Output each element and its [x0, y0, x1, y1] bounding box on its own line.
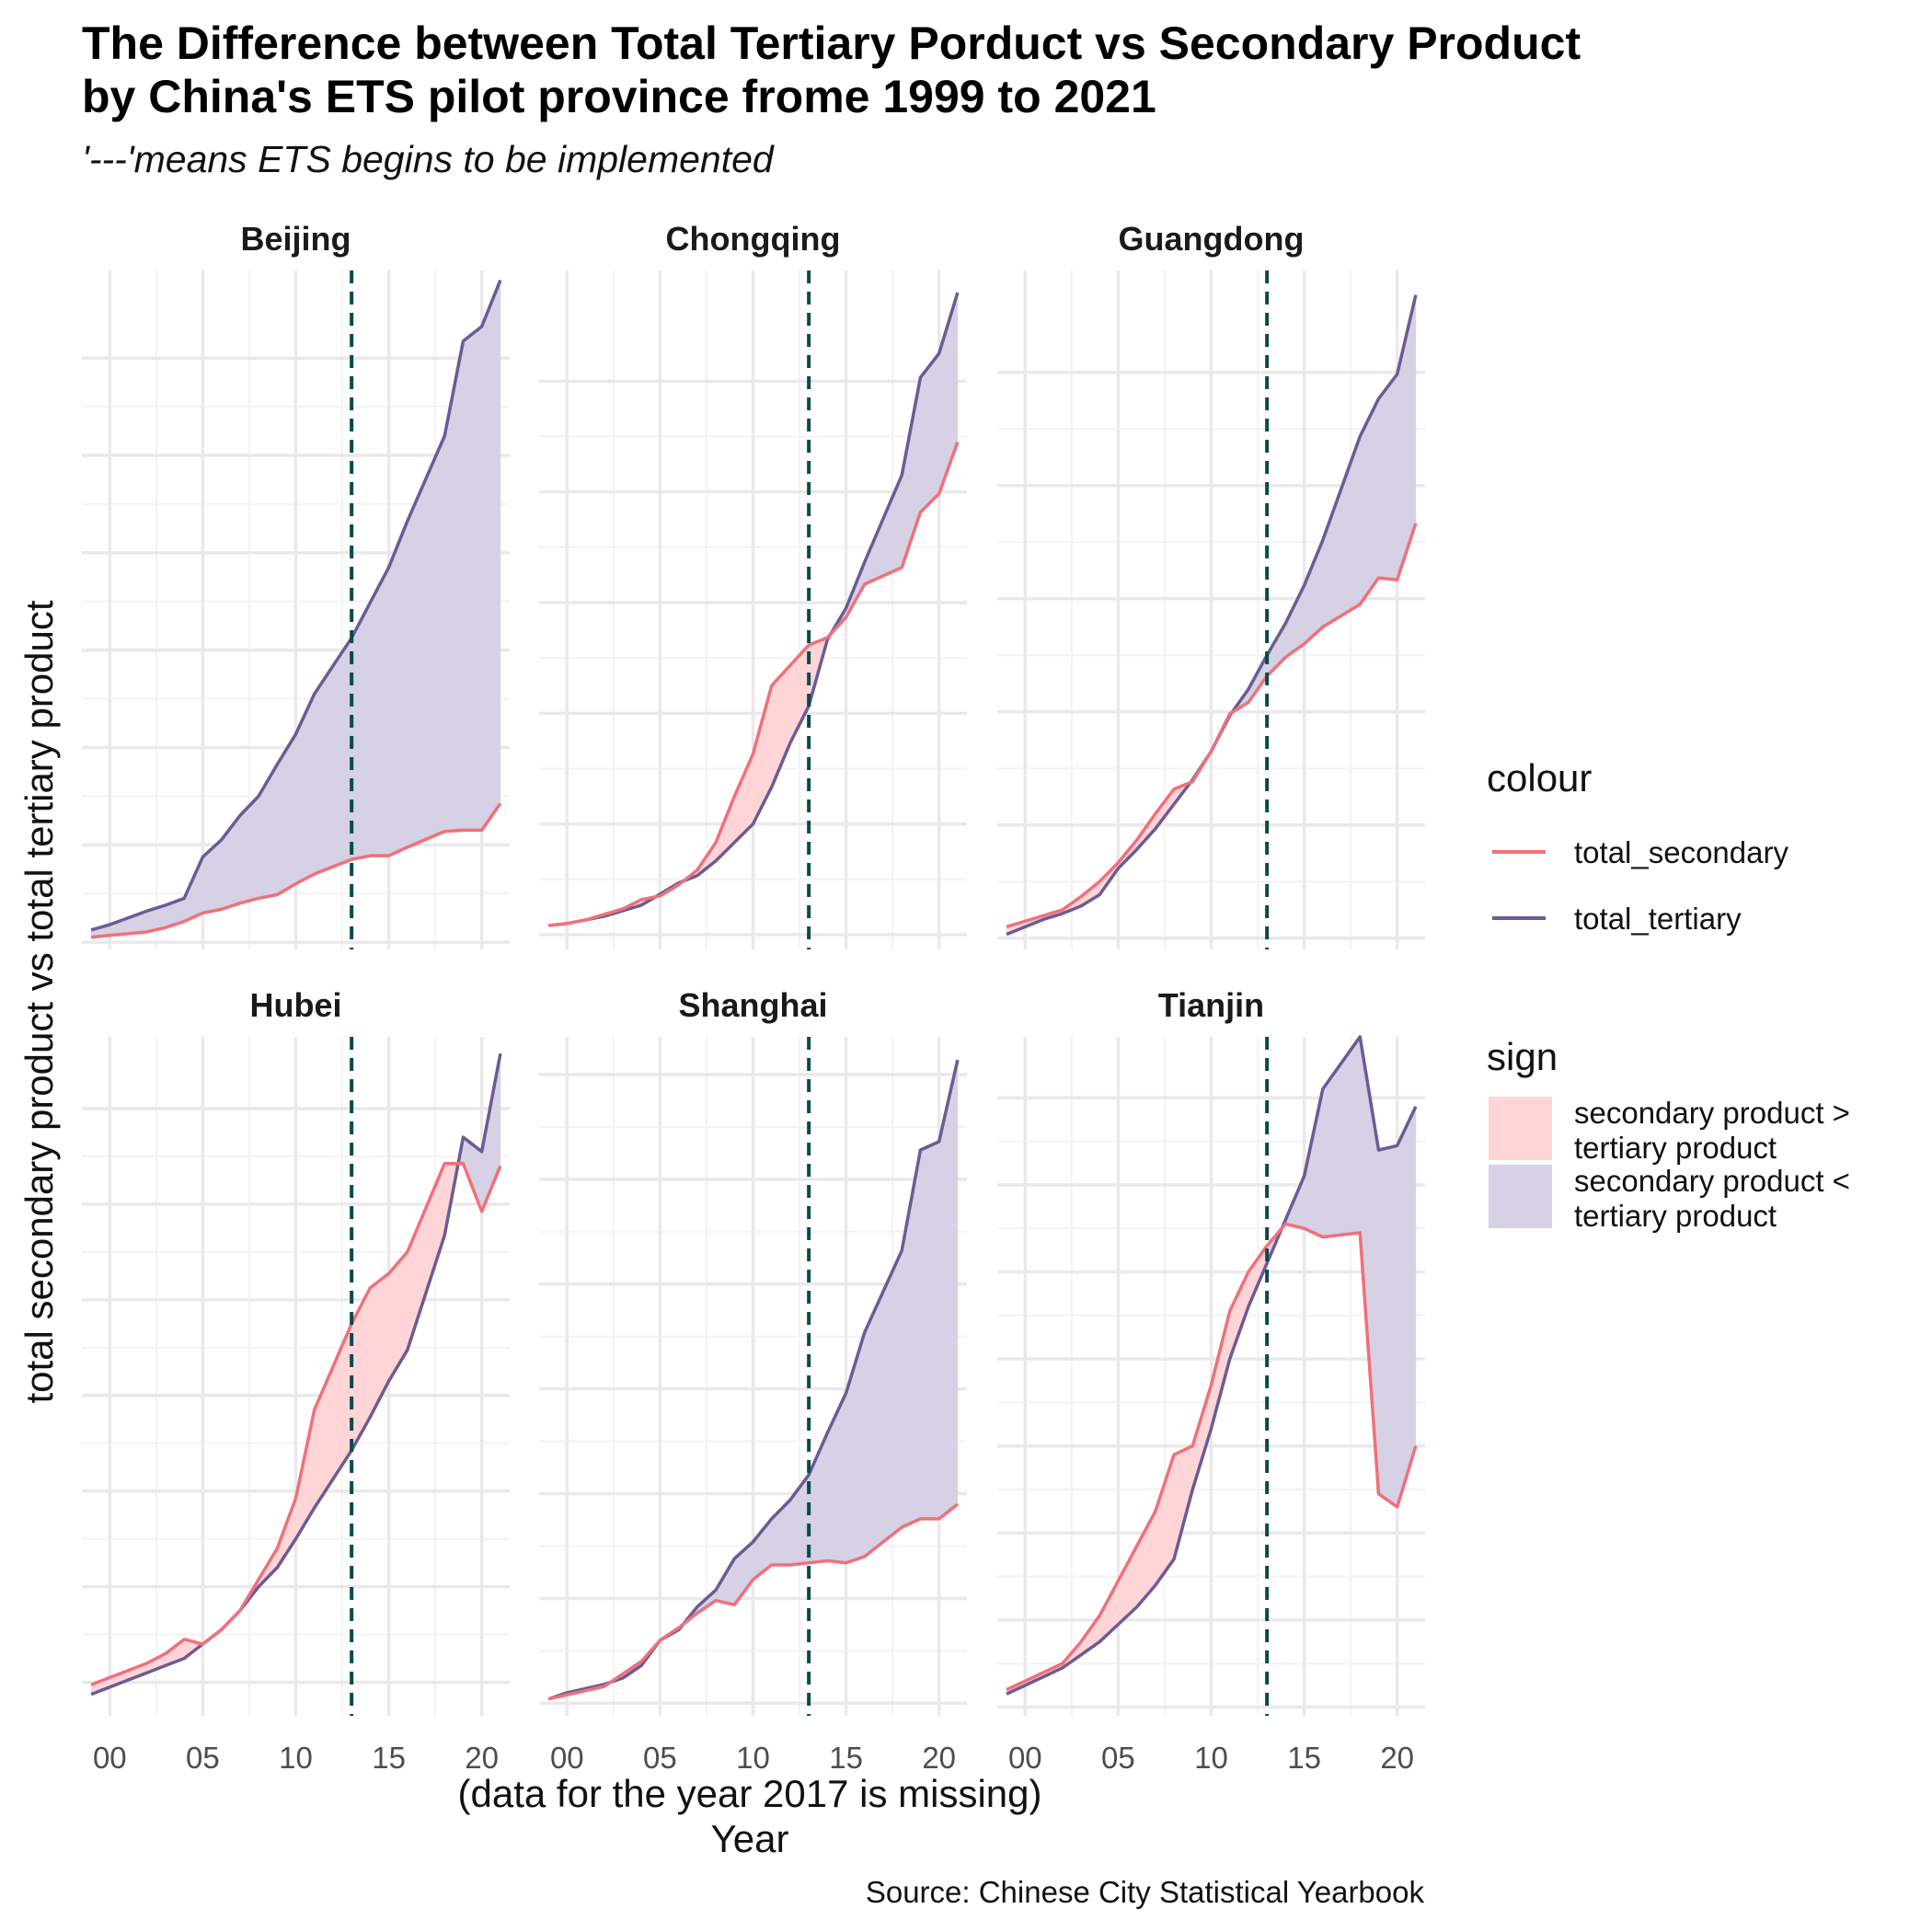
series-line-total-tertiary-chongqing — [547, 292, 960, 927]
x-tick-label: 15 — [829, 1741, 863, 1775]
facet-label-shanghai: Shanghai — [678, 986, 827, 1024]
facet-label-chongqing: Chongqing — [666, 220, 841, 258]
ribbon-secondary-less — [463, 326, 482, 831]
ribbon-secondary-less — [1322, 1036, 1361, 1237]
x-tick-label: 00 — [1008, 1741, 1042, 1775]
x-tick-label: 00 — [93, 1741, 127, 1775]
legend-label-secondary-less: tertiary product — [1574, 1199, 1777, 1233]
facet-label-tianjin: Tianjin — [1158, 986, 1264, 1024]
x-axis-title: Year — [711, 1817, 789, 1860]
facet-label-hubei: Hubei — [249, 986, 341, 1024]
ribbon-secondary-less — [481, 280, 501, 832]
series-line-total-secondary-guangdong — [1006, 523, 1418, 929]
series-line-total-secondary-hubei — [90, 1161, 502, 1686]
series-line-total-secondary-tianjin — [1006, 1222, 1418, 1692]
y-axis-title: total secondary product vs total tertiar… — [17, 600, 61, 1403]
ribbon-secondary-less — [370, 567, 389, 857]
x-tick-label: 10 — [279, 1741, 313, 1775]
chart-title-line-1: The Difference between Total Tertiary Po… — [82, 17, 1581, 69]
x-tick-label: 05 — [643, 1741, 677, 1775]
x-tick-label: 05 — [1101, 1741, 1135, 1775]
ribbon-secondary-less — [1322, 436, 1361, 627]
x-tick-label: 20 — [465, 1741, 499, 1775]
x-tick-label: 15 — [1287, 1741, 1321, 1775]
ribbon-secondary-greater — [1118, 1546, 1137, 1626]
x-tick-label: 20 — [922, 1741, 956, 1775]
x-tick-label: 15 — [372, 1741, 406, 1775]
ribbon-secondary-less — [258, 763, 278, 899]
ribbon-secondary-less — [920, 352, 939, 513]
x-axis-note: (data for the year 2017 is missing) — [458, 1772, 1042, 1815]
legend-label-total-secondary: total_secondary — [1574, 835, 1788, 869]
series-line-total-secondary-beijing — [90, 802, 502, 939]
legend-label-secondary-greater: secondary product > — [1574, 1096, 1850, 1130]
ribbon-secondary-less — [351, 602, 371, 860]
ribbon-secondary-less — [864, 1250, 903, 1558]
series-line-total-tertiary-hubei — [90, 1052, 502, 1696]
ribbon-secondary-greater — [733, 753, 753, 844]
ribbon-secondary-greater — [351, 1287, 371, 1452]
ribbon-secondary-less — [388, 521, 408, 857]
facet-label-guangdong: Guangdong — [1119, 220, 1305, 258]
legend-sign-title: sign — [1487, 1035, 1558, 1078]
chart-caption: Source: Chinese City Statistical Yearboo… — [866, 1875, 1425, 1909]
x-tick-label: 20 — [1380, 1741, 1414, 1775]
facet-label-beijing: Beijing — [240, 220, 351, 258]
ribbon-secondary-less — [1378, 373, 1397, 581]
series-line-total-tertiary-beijing — [90, 279, 502, 932]
legend-label-total-tertiary: total_tertiary — [1574, 902, 1742, 936]
ribbon-secondary-less — [1397, 1106, 1417, 1508]
x-tick-label: 00 — [550, 1741, 584, 1775]
x-tick-label: 05 — [186, 1741, 220, 1775]
legend-key-secondary-less — [1489, 1165, 1552, 1228]
legend-label-secondary-greater: tertiary product — [1574, 1131, 1777, 1165]
ribbon-secondary-less — [202, 839, 222, 914]
ribbon-secondary-less — [1378, 1144, 1397, 1508]
legend-label-secondary-less: secondary product < — [1574, 1164, 1850, 1198]
legend-colour-title: colour — [1487, 756, 1592, 799]
ribbon-secondary-less — [407, 435, 445, 848]
x-tick-label: 10 — [1194, 1741, 1228, 1775]
x-tick-label: 10 — [736, 1741, 770, 1775]
chart-subtitle: '---'means ETS begins to be implemented — [82, 138, 774, 180]
ribbon-secondary-less — [827, 1393, 846, 1564]
ribbon-secondary-less — [920, 1141, 939, 1520]
series-line-total-secondary-chongqing — [547, 441, 960, 927]
legend-key-secondary-greater — [1489, 1097, 1552, 1160]
ribbon-secondary-less — [332, 637, 352, 868]
ribbon-secondary-less — [295, 694, 316, 885]
series-line-total-secondary-shanghai — [547, 1502, 959, 1701]
ribbon-secondary-less — [314, 664, 334, 875]
series-line-total-tertiary-tianjin — [1006, 1035, 1418, 1696]
chart-title-line-2: by China's ETS pilot province frome 1999… — [82, 71, 1156, 122]
